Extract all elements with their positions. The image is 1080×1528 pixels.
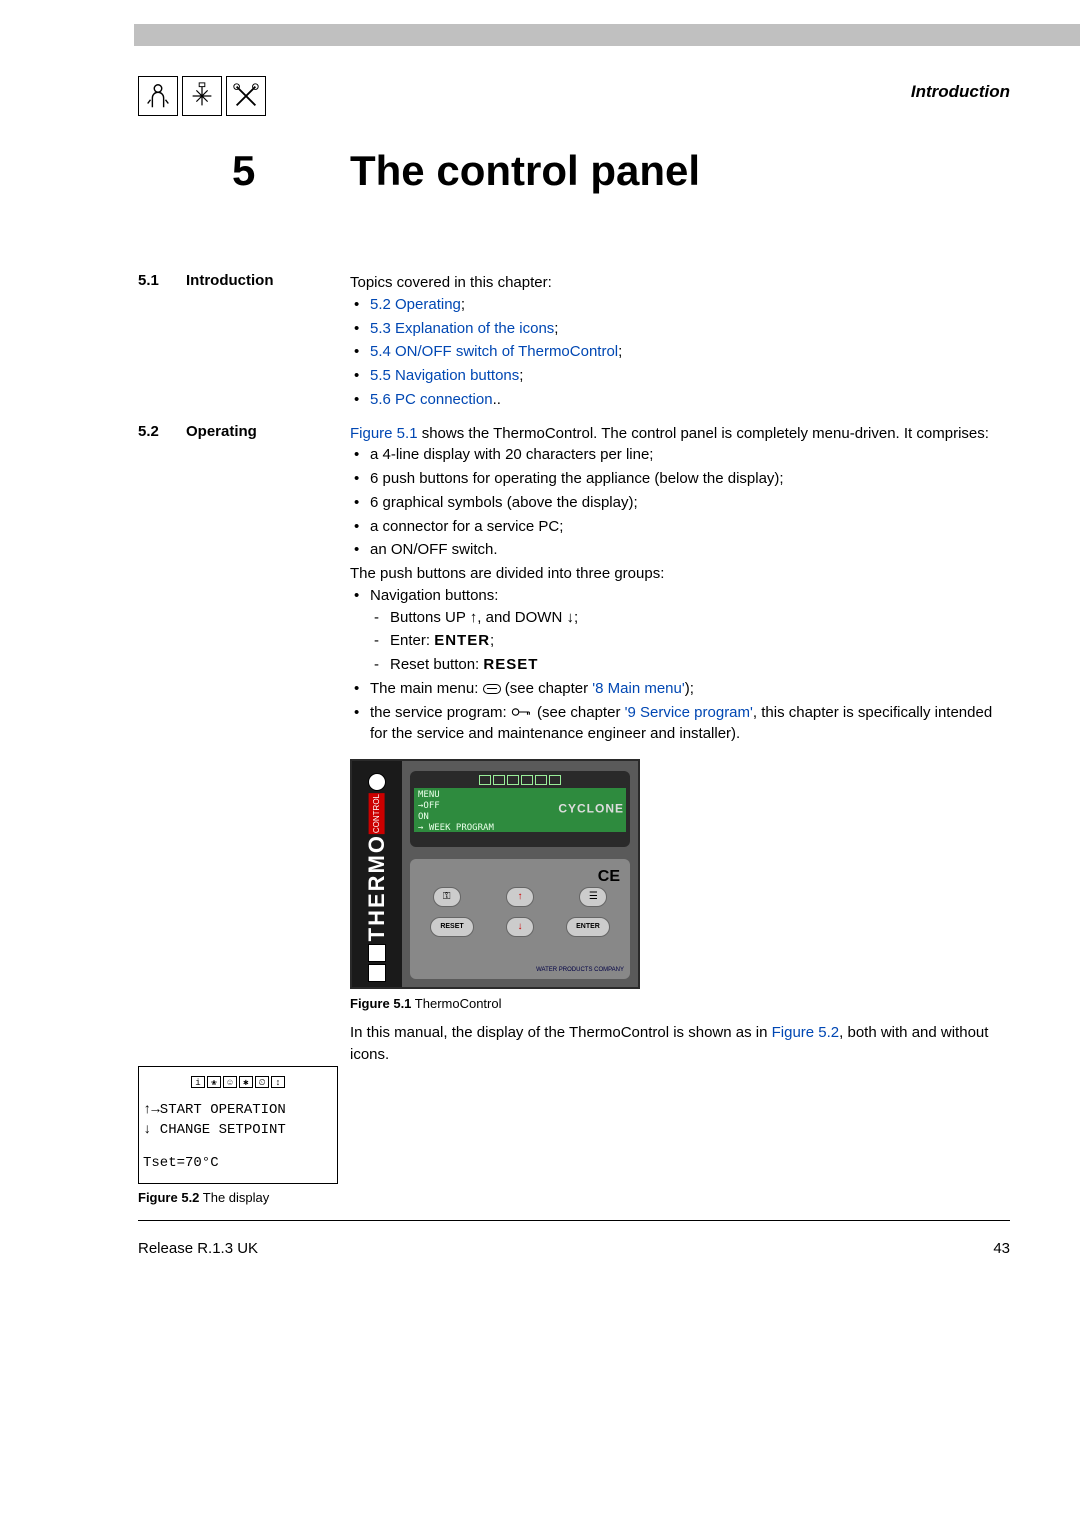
link-5-2[interactable]: 5.2 Operating — [370, 296, 461, 313]
nav-enter: Enter: ENTER; — [370, 630, 1010, 652]
down-button: ↓ — [506, 917, 534, 937]
person-icon — [138, 76, 178, 116]
display-icon-row: i❀☺✱⏲↕ — [143, 1073, 333, 1091]
section-5-2: 5.2 Operating Figure 5.1 shows the Therm… — [138, 423, 1010, 1066]
footer-rule — [138, 1220, 1010, 1221]
section-number: 5.1 — [138, 272, 186, 413]
service-key-button: ⚿ — [433, 887, 461, 907]
thermo-control-image: CONTROL THERMO MENU →OFF ON → WEEK PROGR… — [350, 759, 640, 989]
para-3: In this manual, the display of the Therm… — [350, 1022, 1010, 1066]
top-grey-bar — [134, 24, 1080, 46]
service-program-line: the service program: (see chapter '9 Ser… — [350, 702, 1010, 746]
intro-text: Topics covered in this chapter: — [350, 272, 1010, 294]
link-5-3[interactable]: 5.3 Explanation of the icons — [370, 320, 554, 337]
main-menu-line: The main menu: (see chapter '8 Main menu… — [350, 678, 1010, 700]
display-line-3: Tset=70°C — [143, 1154, 333, 1174]
link-5-4[interactable]: 5.4 ON/OFF switch of ThermoControl — [370, 343, 618, 360]
chapter-title: The control panel — [350, 147, 700, 195]
cross-tools-icon — [226, 76, 266, 116]
bullet: an ON/OFF switch. — [350, 539, 1010, 561]
figure-5-1-caption: Figure 5.1 ThermoControl — [350, 995, 1010, 1014]
link-chapter-9[interactable]: '9 Service program' — [625, 704, 753, 721]
valve-icon — [182, 76, 222, 116]
bullet: 6 graphical symbols (above the display); — [350, 492, 1010, 514]
release-label: Release R.1.3 UK — [138, 1240, 258, 1257]
enter-button: ENTER — [566, 917, 610, 937]
arrow-down-icon — [566, 609, 574, 626]
link-chapter-8[interactable]: '8 Main menu' — [592, 680, 684, 697]
figure-5-2: i❀☺✱⏲↕ ↑→START OPERATION ↓ CHANGE SETPOI… — [138, 1066, 338, 1205]
figure-5-1: CONTROL THERMO MENU →OFF ON → WEEK PROGR… — [350, 759, 1010, 1014]
header-icon-row — [138, 76, 266, 116]
display-line-1: ↑→START OPERATION — [143, 1101, 333, 1121]
menu-button: ☰ — [579, 887, 607, 907]
display-line-2: ↓ CHANGE SETPOINT — [143, 1121, 333, 1141]
bullet: a connector for a service PC; — [350, 516, 1010, 538]
figure-5-1-link[interactable]: Figure 5.1 — [350, 425, 418, 442]
para-2: The push buttons are divided into three … — [350, 563, 1010, 585]
nav-up-down: Buttons UP , and DOWN ; — [370, 607, 1010, 629]
section-number: 5.2 — [138, 423, 186, 1066]
header-section-label: Introduction — [911, 82, 1010, 102]
section-heading: Introduction — [186, 272, 350, 413]
bullet: 6 push buttons for operating the applian… — [350, 468, 1010, 490]
figure-5-2-caption: Figure 5.2 The display — [138, 1190, 338, 1205]
page-number: 43 — [993, 1240, 1010, 1257]
menu-icon — [483, 684, 501, 694]
key-icon — [511, 702, 533, 724]
section-heading: Operating — [186, 423, 350, 1066]
display-mockup: i❀☺✱⏲↕ ↑→START OPERATION ↓ CHANGE SETPOI… — [138, 1066, 338, 1184]
chapter-number: 5 — [232, 147, 255, 195]
link-5-6[interactable]: 5.6 PC connection — [370, 391, 493, 408]
up-button: ↑ — [506, 887, 534, 907]
link-5-5[interactable]: 5.5 Navigation buttons — [370, 367, 519, 384]
ce-mark-icon: CE — [598, 865, 620, 888]
content-area: 5.1 Introduction Topics covered in this … — [138, 272, 1010, 1068]
section-5-1: 5.1 Introduction Topics covered in this … — [138, 272, 1010, 413]
bullet: a 4-line display with 20 characters per … — [350, 444, 1010, 466]
figure-5-2-link[interactable]: Figure 5.2 — [772, 1024, 840, 1041]
footer: Release R.1.3 UK 43 — [138, 1240, 1010, 1257]
nav-reset: Reset button: RESET — [370, 654, 1010, 676]
reset-button: RESET — [430, 917, 474, 937]
nav-buttons-group: Navigation buttons: Buttons UP , and DOW… — [350, 585, 1010, 676]
operating-para-1: Figure 5.1 shows the ThermoControl. The … — [350, 423, 1010, 445]
